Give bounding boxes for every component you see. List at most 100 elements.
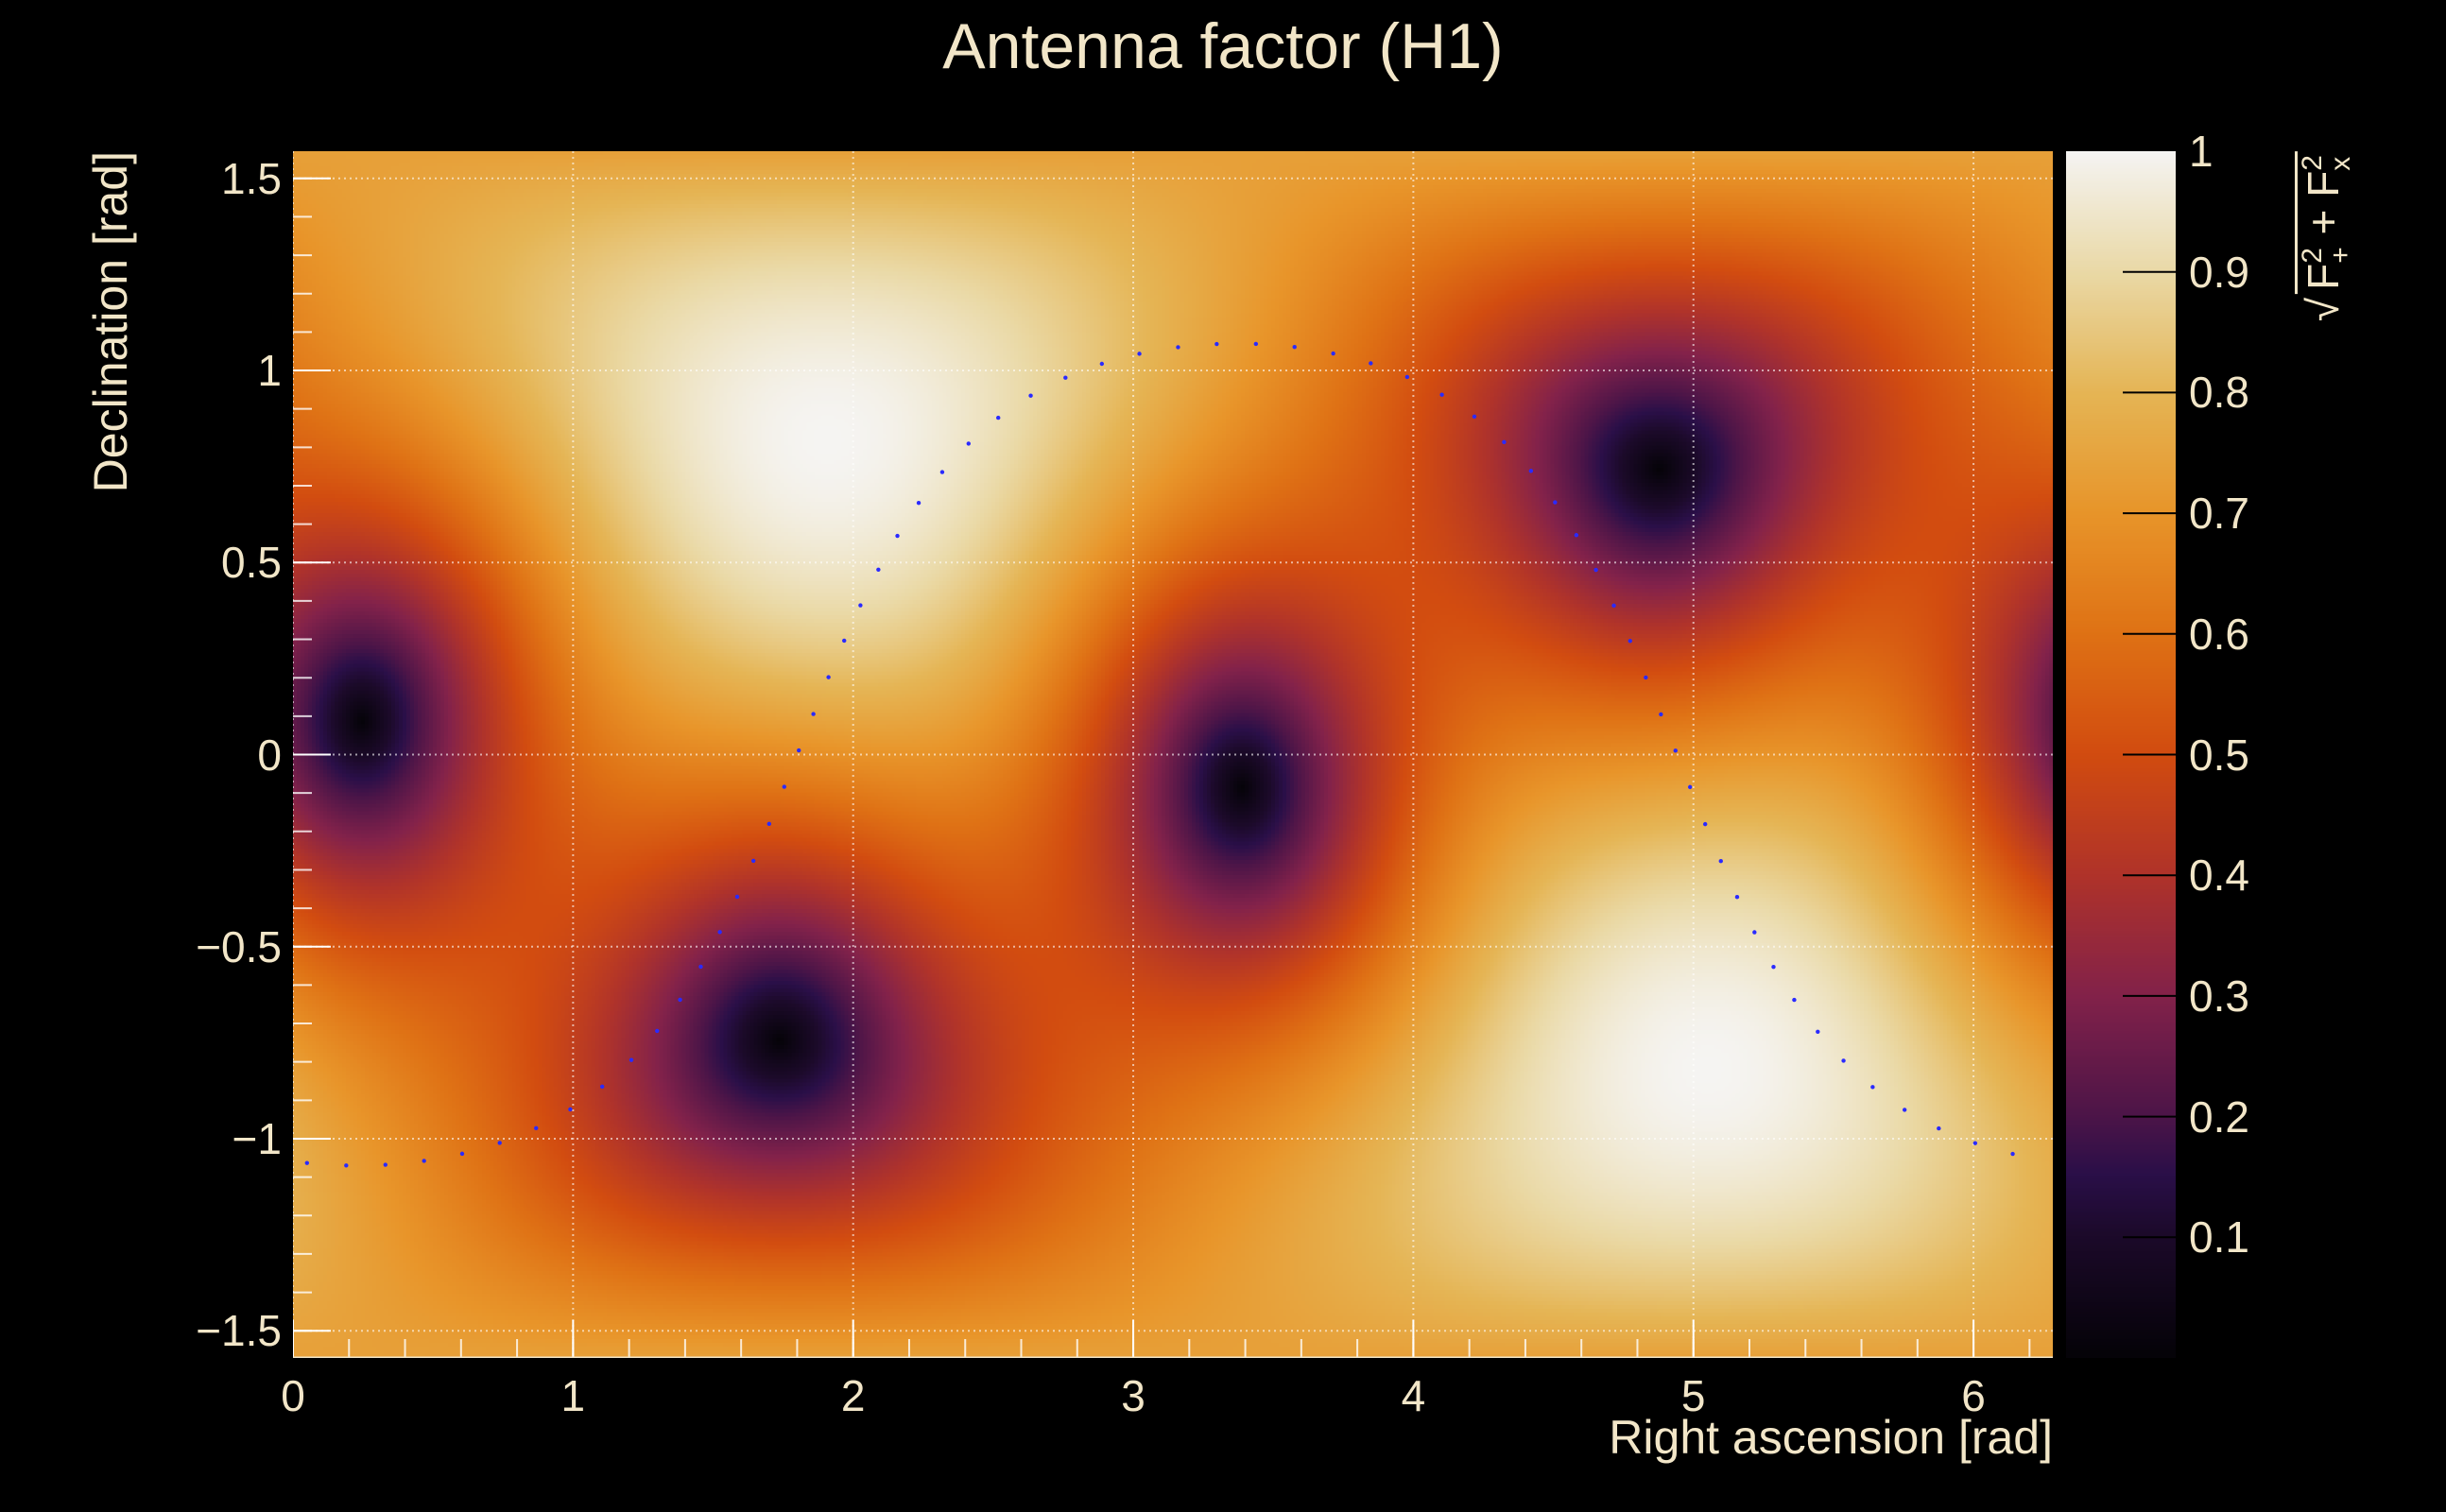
- track-point: [534, 1125, 539, 1130]
- track-point: [782, 784, 786, 789]
- track-point: [1870, 1085, 1875, 1090]
- track-point: [1404, 374, 1410, 380]
- track-point: [1792, 997, 1797, 1003]
- track-point: [1752, 930, 1757, 935]
- track-point: [1574, 533, 1579, 538]
- track-point: [1253, 341, 1259, 347]
- colorbar-tick-label: 0.8: [2189, 368, 2249, 418]
- chart-title: Antenna factor (H1): [942, 10, 1504, 82]
- track-point: [497, 1141, 502, 1145]
- colorbar-tick-label: 0.6: [2189, 609, 2249, 659]
- track-point: [1439, 392, 1444, 397]
- track-point: [2010, 1151, 2015, 1157]
- track-point: [1528, 469, 1534, 473]
- track-point: [1972, 1141, 1978, 1145]
- track-point: [1331, 351, 1335, 356]
- y-tick-label: 1.5: [221, 153, 282, 203]
- track-point: [1644, 675, 1648, 680]
- y-tick-label: −1.5: [196, 1306, 282, 1356]
- y-tick-label: 0: [257, 730, 282, 780]
- x-tick-label: 2: [840, 1371, 866, 1420]
- y-tick-label: −0.5: [196, 921, 282, 971]
- track-point: [876, 567, 881, 573]
- colorbar-tick-label: 0.7: [2189, 489, 2249, 539]
- track-point: [995, 415, 1001, 421]
- track-point: [717, 930, 722, 935]
- track-point: [916, 501, 922, 506]
- sub-x: x: [2324, 156, 2356, 171]
- track-point: [459, 1151, 465, 1157]
- track-point: [383, 1162, 388, 1167]
- track-point: [826, 675, 831, 679]
- sup-2: 2: [2296, 155, 2328, 171]
- track-point: [1369, 361, 1373, 366]
- track-point: [629, 1057, 634, 1062]
- track-point: [1137, 352, 1142, 356]
- colorbar-tick-label: 0.9: [2189, 247, 2249, 297]
- track-point: [1628, 639, 1632, 644]
- x-tick-label: 1: [560, 1371, 586, 1420]
- track-point: [1553, 500, 1558, 505]
- track-point: [1472, 414, 1477, 420]
- track-point: [797, 747, 801, 753]
- sqrt-sign: √: [2299, 297, 2348, 322]
- track-point: [1176, 345, 1180, 350]
- track-point: [1659, 712, 1663, 717]
- sup-2: 2: [2296, 248, 2328, 264]
- track-point: [858, 603, 863, 608]
- track-point: [750, 858, 756, 864]
- x-tick-label: 6: [1961, 1371, 1986, 1420]
- track-point: [1099, 361, 1105, 367]
- colorbar-tick-label: 0.4: [2189, 850, 2249, 901]
- track-point: [1702, 821, 1708, 827]
- colorbar-tick-label: 0.3: [2189, 971, 2249, 1021]
- f-cross: F: [2299, 170, 2348, 198]
- x-tick-label: 3: [1121, 1371, 1145, 1420]
- x-axis-label: Right ascension [rad]: [1609, 1411, 2053, 1464]
- track-point: [698, 964, 703, 970]
- track-point: [1063, 375, 1068, 380]
- track-point: [1611, 603, 1616, 608]
- track-point: [939, 470, 945, 474]
- colorbar-tick-label: 0.5: [2189, 730, 2249, 780]
- track-point: [1902, 1108, 1907, 1112]
- track-point: [966, 441, 971, 446]
- track-point: [1734, 895, 1740, 900]
- track-point: [678, 997, 682, 1003]
- track-point: [1214, 341, 1219, 347]
- track-point: [422, 1159, 426, 1163]
- track-point: [1841, 1058, 1846, 1063]
- plus-sign: +: [2299, 197, 2348, 248]
- track-point: [655, 1028, 660, 1034]
- track-point: [344, 1163, 349, 1168]
- plot-area: [293, 151, 2053, 1358]
- track-point: [1593, 567, 1598, 573]
- y-tick-label: 0.5: [221, 538, 282, 588]
- track-point: [895, 533, 900, 539]
- x-tick-label: 5: [1680, 1371, 1706, 1420]
- track-point: [1028, 393, 1033, 398]
- track-point: [568, 1107, 573, 1112]
- y-tick-label: −1: [232, 1113, 282, 1163]
- sub-plus: +: [2324, 247, 2356, 264]
- track-point: [1687, 784, 1693, 790]
- track-point: [1718, 859, 1723, 864]
- colorbar-tick-label: 0.1: [2189, 1212, 2249, 1263]
- track-point: [1816, 1029, 1820, 1034]
- plot-overlay: [293, 151, 2053, 1358]
- colorbar-tick-label: 0.2: [2189, 1091, 2249, 1142]
- track-point: [842, 638, 847, 644]
- x-tick-label: 0: [281, 1371, 305, 1420]
- track-point: [304, 1160, 310, 1165]
- track-point: [1502, 439, 1507, 445]
- track-point: [1673, 748, 1678, 753]
- y-axis-label: Declination [rad]: [84, 151, 137, 493]
- track-point: [811, 712, 816, 716]
- colorbar-tick-label: 1: [2189, 127, 2213, 176]
- f-plus: F: [2299, 263, 2348, 290]
- track-point: [599, 1084, 605, 1089]
- track-point: [1292, 345, 1297, 350]
- y-tick-label: 1: [257, 346, 282, 396]
